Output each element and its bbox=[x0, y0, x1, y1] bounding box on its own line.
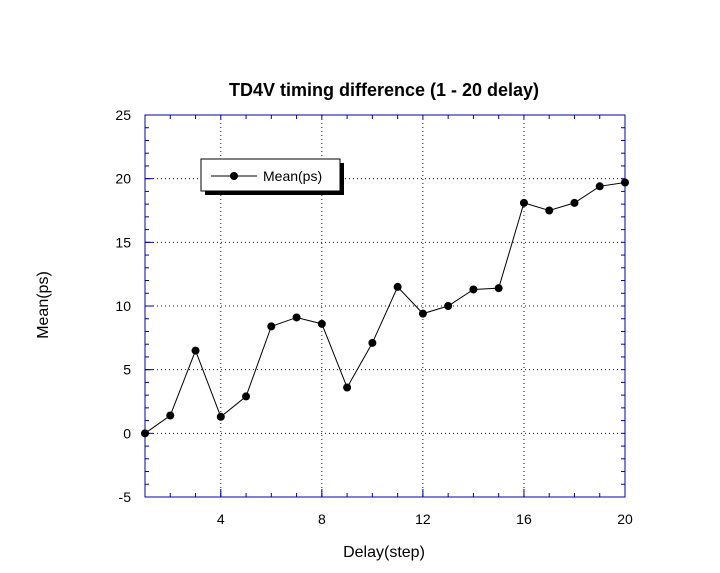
y-tick-label: 10 bbox=[115, 298, 131, 314]
x-tick-label: 12 bbox=[415, 511, 431, 527]
data-point bbox=[141, 429, 149, 438]
data-point bbox=[368, 338, 377, 347]
series-layer bbox=[141, 178, 629, 438]
y-tick-label: 0 bbox=[123, 425, 131, 441]
data-point bbox=[317, 319, 326, 328]
data-point bbox=[267, 322, 276, 331]
y-tick-label: 20 bbox=[115, 171, 131, 187]
data-point bbox=[418, 309, 427, 318]
data-point bbox=[595, 182, 604, 191]
y-tick-label: 5 bbox=[123, 362, 131, 378]
data-point bbox=[444, 302, 453, 310]
x-axis-ticks: 4 8 12 16 20 bbox=[217, 489, 633, 527]
x-tick-label: 8 bbox=[318, 511, 326, 527]
data-point bbox=[545, 206, 554, 215]
x-tick-label: 4 bbox=[217, 511, 225, 527]
data-point bbox=[393, 282, 402, 291]
data-point bbox=[570, 198, 579, 207]
y-tick-label: 15 bbox=[115, 234, 131, 250]
y-tick-label: -5 bbox=[119, 489, 132, 505]
data-point bbox=[621, 178, 629, 187]
legend-box bbox=[200, 158, 341, 192]
x-axis-label: Delay(step) bbox=[343, 544, 425, 561]
data-point bbox=[166, 411, 175, 420]
data-point bbox=[343, 383, 352, 392]
data-point bbox=[242, 392, 251, 401]
legend: Mean(ps) bbox=[200, 158, 344, 195]
data-point bbox=[216, 412, 225, 421]
data-point bbox=[191, 346, 200, 355]
data-point bbox=[519, 198, 528, 207]
y-axis-ticks: -5 0 5 10 15 20 25 bbox=[115, 107, 153, 505]
data-point bbox=[292, 313, 301, 322]
x-tick-label: 16 bbox=[516, 511, 532, 527]
x-tick-label: 20 bbox=[617, 511, 633, 527]
data-point bbox=[469, 285, 478, 294]
y-tick-label: 25 bbox=[115, 107, 131, 123]
y-axis-label: Mean(ps) bbox=[35, 271, 52, 339]
series-line bbox=[144, 181, 626, 434]
chart-title: TD4V timing difference (1 - 20 delay) bbox=[229, 80, 539, 100]
data-point bbox=[494, 284, 503, 293]
legend-marker bbox=[230, 172, 238, 180]
legend-label: Mean(ps) bbox=[263, 168, 322, 184]
